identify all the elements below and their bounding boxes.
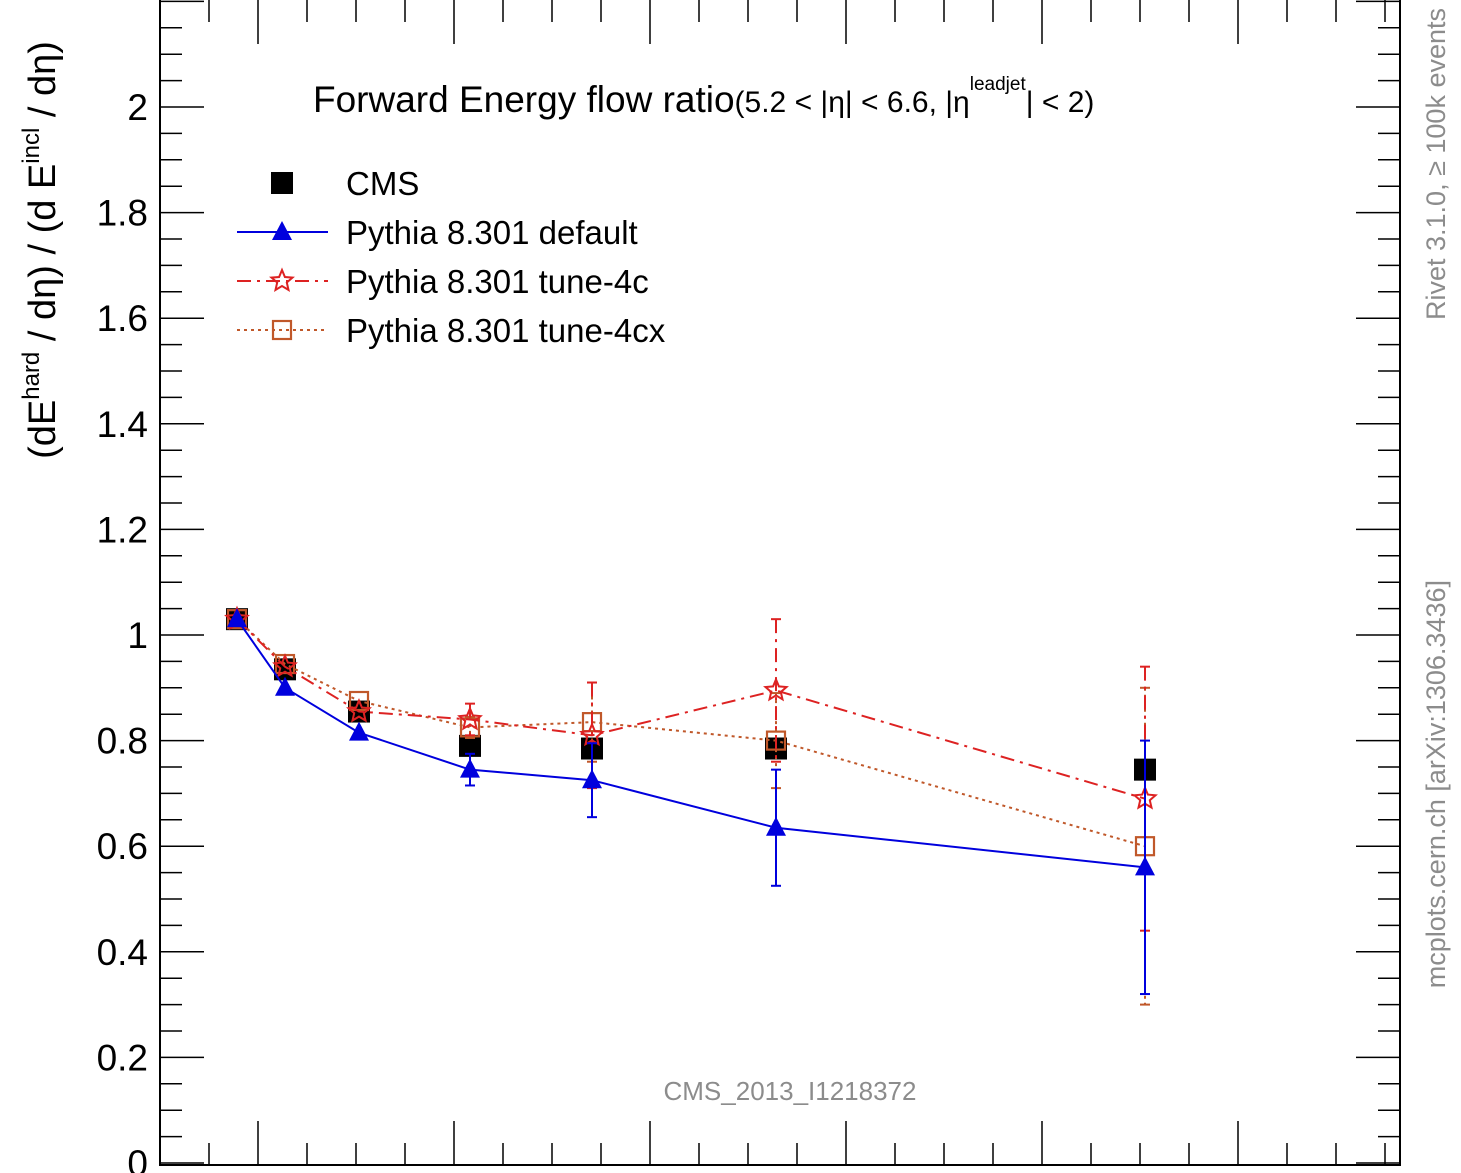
series-0 xyxy=(226,608,1156,781)
series-layer xyxy=(224,605,1158,1006)
chart-title-sup: leadjet xyxy=(970,74,1027,95)
legend-item: Pythia 8.301 default xyxy=(237,214,638,251)
legend-item: Pythia 8.301 tune-4cx xyxy=(237,312,666,349)
data-point xyxy=(457,705,483,731)
data-point xyxy=(460,758,480,778)
legend-marker xyxy=(269,267,295,292)
data-point xyxy=(348,690,370,712)
data-point xyxy=(579,721,605,747)
legend-label: CMS xyxy=(346,165,419,202)
legend-item: Pythia 8.301 tune-4c xyxy=(237,263,649,300)
data-point xyxy=(349,721,369,741)
analysis-label: CMS_2013_I1218372 xyxy=(664,1076,917,1106)
data-point xyxy=(346,698,372,723)
data-point xyxy=(227,608,247,628)
series-1 xyxy=(227,608,1155,996)
data-point xyxy=(763,676,789,702)
y-tick-label: 1.6 xyxy=(97,298,148,339)
series-line xyxy=(236,618,1146,869)
legend-label: Pythia 8.301 tune-4c xyxy=(346,263,649,300)
legend-marker xyxy=(272,221,292,240)
y-tick-label: 1.4 xyxy=(97,404,148,445)
legend-item: CMS xyxy=(271,165,419,202)
series-3 xyxy=(226,609,1156,1006)
data-point xyxy=(1135,856,1155,876)
y-axis-label: (dEhard / dη) / (d Eincl / dη) xyxy=(18,41,64,459)
y-tick-label: 1 xyxy=(127,615,148,656)
legend-marker xyxy=(271,172,293,194)
chart-title-main: Forward Energy flow ratio xyxy=(313,79,735,120)
data-point xyxy=(766,816,786,836)
chart-title: Forward Energy flow ratio(5.2 < |η| < 6.… xyxy=(313,74,1094,120)
rivet-label: Rivet 3.1.0, ≥ 100k events xyxy=(1421,8,1451,320)
y-tick-labels: 0 0.2 0.4 0.6 0.8 1 1.2 1.4 1.6 1.8 2 xyxy=(97,87,148,1173)
y-tick-label: 0 xyxy=(127,1143,148,1173)
axis-ticks xyxy=(159,0,1400,1165)
y-tick-label: 0.2 xyxy=(97,1037,148,1078)
legend: CMS Pythia 8.301 default Pythia 8.301 tune… xyxy=(237,165,666,349)
data-point xyxy=(275,676,295,696)
data-point xyxy=(765,730,787,751)
legend-label: Pythia 8.301 tune-4cx xyxy=(346,312,666,349)
data-point xyxy=(582,769,602,789)
y-tick-label: 2 xyxy=(127,87,148,128)
legend-marker xyxy=(271,319,293,341)
mcplots-label: mcplots.cern.ch [arXiv:1306.3436] xyxy=(1421,580,1451,988)
y-tick-label: 0.6 xyxy=(97,826,148,867)
y-tick-label: 1.8 xyxy=(97,193,148,234)
chart-title-sub: (5.2 < |η| < 6.6, |η xyxy=(735,86,970,119)
legend-label: Pythia 8.301 default xyxy=(346,214,638,251)
data-point xyxy=(459,734,481,757)
data-point xyxy=(272,653,298,678)
data-point xyxy=(459,717,481,738)
y-tick-label: 0.8 xyxy=(97,721,148,762)
series-line xyxy=(236,618,1146,848)
y-tick-label: 1.2 xyxy=(97,509,148,550)
chart-title-end: | < 2) xyxy=(1026,86,1095,119)
series-line xyxy=(236,618,1146,800)
y-tick-label: 0.4 xyxy=(97,932,148,973)
series-2 xyxy=(224,605,1158,932)
